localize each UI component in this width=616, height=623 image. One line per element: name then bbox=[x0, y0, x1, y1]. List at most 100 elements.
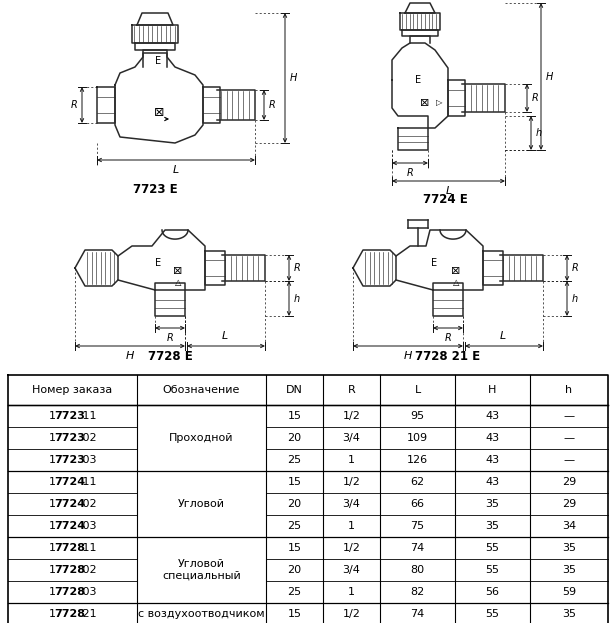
Text: 80: 80 bbox=[410, 565, 424, 575]
Text: 29: 29 bbox=[562, 499, 576, 509]
Text: 02: 02 bbox=[79, 433, 97, 443]
Text: E: E bbox=[415, 75, 421, 85]
Text: 1: 1 bbox=[49, 477, 60, 487]
Text: 7723: 7723 bbox=[54, 433, 86, 443]
Text: —: — bbox=[564, 411, 575, 421]
Text: 56: 56 bbox=[485, 587, 500, 597]
Text: 1/2: 1/2 bbox=[342, 609, 360, 619]
Text: 75: 75 bbox=[410, 521, 424, 531]
Text: 43: 43 bbox=[485, 411, 500, 421]
Text: R: R bbox=[70, 100, 77, 110]
Text: 34: 34 bbox=[562, 521, 576, 531]
Text: 15: 15 bbox=[288, 411, 301, 421]
Text: L: L bbox=[500, 331, 506, 341]
Text: 7724: 7724 bbox=[54, 499, 86, 509]
Text: 15: 15 bbox=[288, 477, 301, 487]
Text: 02: 02 bbox=[79, 499, 97, 509]
Text: 1: 1 bbox=[348, 521, 355, 531]
Text: △: △ bbox=[175, 278, 181, 287]
Text: 55: 55 bbox=[485, 609, 500, 619]
Text: Обозначение: Обозначение bbox=[163, 385, 240, 395]
Text: 1: 1 bbox=[348, 455, 355, 465]
Text: 7723: 7723 bbox=[54, 411, 86, 421]
Text: 62: 62 bbox=[410, 477, 424, 487]
Text: с воздухоотводчиком: с воздухоотводчиком bbox=[138, 609, 265, 619]
Text: 43: 43 bbox=[485, 477, 500, 487]
Text: DN: DN bbox=[286, 385, 303, 395]
Text: h: h bbox=[565, 385, 572, 395]
Text: 11: 11 bbox=[79, 477, 97, 487]
Text: Проходной: Проходной bbox=[169, 433, 233, 443]
Text: 66: 66 bbox=[410, 499, 424, 509]
Text: H: H bbox=[488, 385, 496, 395]
Text: 3/4: 3/4 bbox=[342, 433, 360, 443]
Text: 21: 21 bbox=[79, 609, 97, 619]
Text: 1/2: 1/2 bbox=[342, 543, 360, 553]
Text: 1: 1 bbox=[49, 499, 60, 509]
Text: 74: 74 bbox=[410, 609, 424, 619]
Text: 43: 43 bbox=[485, 433, 500, 443]
Text: 35: 35 bbox=[485, 499, 500, 509]
Text: 1/2: 1/2 bbox=[342, 411, 360, 421]
Text: h: h bbox=[294, 293, 300, 303]
Text: 55: 55 bbox=[485, 565, 500, 575]
Text: 1: 1 bbox=[49, 521, 60, 531]
Text: L: L bbox=[445, 186, 452, 196]
Text: R: R bbox=[407, 168, 413, 178]
Text: 35: 35 bbox=[562, 565, 576, 575]
Text: Угловой
специальный: Угловой специальный bbox=[162, 559, 241, 581]
Text: 82: 82 bbox=[410, 587, 424, 597]
Text: 1: 1 bbox=[49, 587, 60, 597]
Text: 1: 1 bbox=[49, 543, 60, 553]
Text: 35: 35 bbox=[562, 543, 576, 553]
Text: 109: 109 bbox=[407, 433, 428, 443]
Text: h: h bbox=[572, 293, 578, 303]
Text: 7728: 7728 bbox=[54, 609, 86, 619]
Text: 25: 25 bbox=[288, 587, 302, 597]
Text: L: L bbox=[415, 385, 421, 395]
Text: 126: 126 bbox=[407, 455, 428, 465]
Text: 7724: 7724 bbox=[54, 477, 86, 487]
Text: R: R bbox=[445, 333, 452, 343]
Text: R: R bbox=[532, 93, 539, 103]
Text: 55: 55 bbox=[485, 543, 500, 553]
Text: 02: 02 bbox=[79, 565, 97, 575]
Text: R: R bbox=[347, 385, 355, 395]
Text: 1: 1 bbox=[49, 433, 60, 443]
Text: 74: 74 bbox=[410, 543, 424, 553]
Text: 03: 03 bbox=[79, 587, 97, 597]
Text: 1/2: 1/2 bbox=[342, 477, 360, 487]
Text: 20: 20 bbox=[288, 499, 302, 509]
Text: 03: 03 bbox=[79, 455, 97, 465]
Text: L: L bbox=[222, 331, 228, 341]
Text: E: E bbox=[155, 56, 161, 66]
Text: ⊠: ⊠ bbox=[420, 98, 430, 108]
Text: 59: 59 bbox=[562, 587, 576, 597]
Text: ⊠: ⊠ bbox=[452, 266, 461, 276]
Text: 1: 1 bbox=[49, 455, 60, 465]
Text: 7728 E: 7728 E bbox=[148, 350, 192, 363]
Text: Угловой: Угловой bbox=[178, 499, 225, 509]
Text: 35: 35 bbox=[562, 609, 576, 619]
Text: 35: 35 bbox=[485, 521, 500, 531]
Text: H: H bbox=[546, 72, 553, 82]
Text: ⊠: ⊠ bbox=[173, 266, 183, 276]
Text: 43: 43 bbox=[485, 455, 500, 465]
Text: E: E bbox=[431, 258, 437, 268]
Text: L: L bbox=[173, 165, 179, 175]
Text: 7728: 7728 bbox=[54, 587, 86, 597]
Text: E: E bbox=[155, 258, 161, 268]
Text: 7728: 7728 bbox=[54, 543, 86, 553]
Text: 1: 1 bbox=[348, 587, 355, 597]
Text: 03: 03 bbox=[79, 521, 97, 531]
Text: 25: 25 bbox=[288, 455, 302, 465]
Text: h: h bbox=[536, 128, 542, 138]
Text: 15: 15 bbox=[288, 609, 301, 619]
Text: H: H bbox=[404, 351, 412, 361]
Text: 11: 11 bbox=[79, 543, 97, 553]
Text: —: — bbox=[564, 455, 575, 465]
Text: R: R bbox=[166, 333, 173, 343]
Text: R: R bbox=[572, 263, 579, 273]
Text: —: — bbox=[564, 433, 575, 443]
Text: R: R bbox=[294, 263, 301, 273]
